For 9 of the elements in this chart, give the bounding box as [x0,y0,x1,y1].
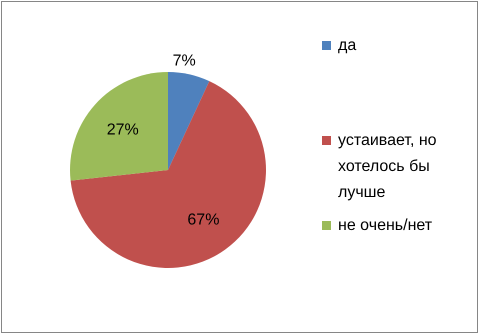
pie-slice [168,72,210,170]
legend-label: да [338,37,356,54]
pie-slice [70,72,168,181]
data-label: 27% [106,121,139,138]
legend-label: не очень/нет [338,217,433,234]
data-label: 67% [187,211,220,228]
data-label: 7% [172,52,196,70]
legend-label: устаивает, но хотелось бы лучше [338,132,437,201]
pie-slice [70,81,266,268]
